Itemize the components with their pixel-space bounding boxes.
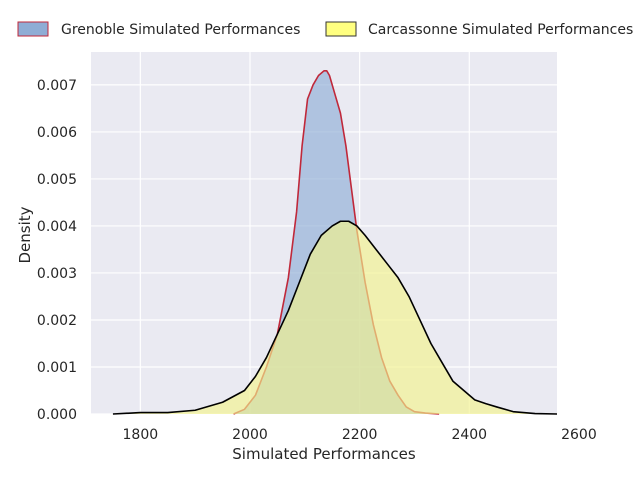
y-tick-label: 0.001	[37, 360, 77, 376]
x-tick-label: 2200	[342, 427, 378, 443]
legend-label-carcassonne: Carcassonne Simulated Performances	[368, 22, 633, 38]
x-tick-label: 1800	[123, 427, 159, 443]
legend: Grenoble Simulated Performances Carcasso…	[17, 21, 633, 38]
legend-label-grenoble: Grenoble Simulated Performances	[61, 22, 300, 38]
x-tick-label: 2400	[451, 427, 487, 443]
y-tick-label: 0.006	[37, 125, 77, 141]
y-tick-label: 0.007	[37, 78, 77, 94]
area-carcassonne	[112, 221, 558, 414]
y-tick-label: 0.000	[37, 407, 77, 423]
legend-swatch-carcassonne	[325, 21, 357, 37]
y-axis-ticks: 0.000 0.001 0.002 0.003 0.004 0.005 0.006 0.007	[37, 78, 77, 423]
x-tick-label: 2000	[232, 427, 268, 443]
legend-swatch-grenoble	[17, 21, 49, 37]
y-tick-label: 0.005	[37, 172, 77, 188]
x-axis-ticks: 1800 2000 2200 2400 2600	[123, 427, 597, 443]
y-tick-label: 0.004	[37, 219, 77, 235]
density-curves	[112, 70, 558, 415]
x-axis-label: Simulated Performances	[232, 445, 416, 463]
y-tick-label: 0.003	[37, 266, 77, 282]
line-carcassonne	[112, 220, 558, 415]
y-tick-label: 0.002	[37, 313, 77, 329]
x-tick-label: 2600	[561, 427, 597, 443]
y-axis-label: Density	[16, 206, 34, 263]
